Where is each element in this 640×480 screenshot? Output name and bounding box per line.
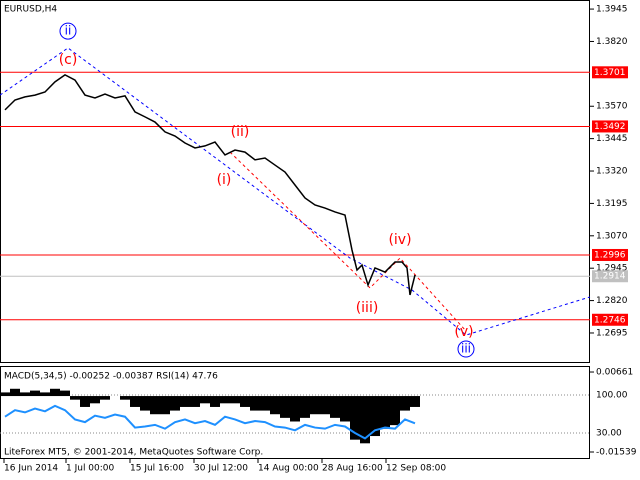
y-tick-label: 1.3445 — [596, 134, 628, 144]
macd-bar — [280, 396, 290, 418]
macd-bar — [320, 396, 330, 415]
macd-bar — [230, 396, 240, 404]
wave-label: (ii) — [231, 124, 250, 140]
x-tick-label: 12 Sep 08:00 — [386, 464, 446, 474]
macd-bar — [80, 396, 90, 407]
wave-label: (iv) — [388, 232, 411, 248]
y-tick-label: 1.2820 — [596, 296, 628, 306]
y-tick-label: 1.3070 — [596, 231, 628, 241]
level-label: 1.2746 — [594, 315, 626, 325]
indicator-frame — [0, 366, 590, 459]
macd-bar — [180, 396, 190, 407]
y-tick-label: 1.3820 — [596, 37, 628, 47]
wave-line — [0, 47, 591, 336]
level-label: 1.2914 — [594, 272, 626, 282]
level-tag — [592, 120, 628, 133]
macd-bar — [330, 396, 340, 418]
macd-bar — [310, 396, 320, 415]
macd-bar — [60, 390, 70, 397]
y-tick-label: 1.2695 — [596, 328, 628, 338]
macd-bar — [130, 396, 140, 407]
macd-bar — [200, 396, 210, 404]
wave-label: iii — [461, 342, 471, 356]
macd-bar — [10, 388, 20, 397]
y-tick-label: 1.3320 — [596, 167, 628, 177]
x-tick-label: 16 Jun 2014 — [4, 464, 58, 474]
macd-bar — [340, 396, 350, 422]
macd-bar — [50, 388, 60, 397]
macd-bar — [350, 396, 360, 440]
wave-circle — [457, 340, 475, 358]
macd-bar — [170, 396, 180, 411]
macd-bar — [360, 396, 370, 444]
macd-bar — [370, 396, 380, 437]
rsi-line — [4, 404, 416, 440]
y-tick-label: 1.3570 — [596, 102, 628, 112]
macd-bar — [100, 396, 110, 400]
x-tick-label: 28 Aug 16:00 — [322, 464, 383, 474]
copyright: LiteForex MT5, © 2001-2014, MetaQuotes S… — [4, 448, 263, 458]
macd-bar — [390, 396, 400, 426]
level-tag — [592, 270, 628, 283]
macd-bar — [250, 396, 260, 411]
macd-bar — [30, 390, 40, 397]
macd-bar — [400, 396, 410, 411]
level-tag — [592, 66, 628, 79]
main-frame — [0, 0, 590, 363]
level-tag — [592, 248, 628, 261]
macd-bar — [90, 396, 100, 404]
x-tick-label: 30 Jul 12:00 — [194, 464, 248, 474]
wave-label: ii — [65, 24, 72, 38]
macd-bar — [70, 396, 80, 400]
symbol-title: EURUSD,H4 — [4, 5, 57, 15]
macd-bar — [210, 396, 220, 407]
macd-bar — [40, 392, 50, 397]
y-tick-label: 100.00 — [596, 391, 628, 401]
y-tick-label: 1.3945 — [596, 5, 628, 15]
indicator-title: MACD(5,34,5) -0.00252 -0.00387 RSI(14) 4… — [4, 372, 218, 382]
macd-bar — [160, 396, 170, 415]
macd-bar — [0, 392, 10, 397]
level-tag — [592, 313, 628, 326]
x-tick-label: 1 Jul 00:00 — [66, 464, 115, 474]
y2-tick-label: -0.01539 — [596, 448, 637, 458]
macd-bar — [150, 396, 160, 415]
x-tick-label: 14 Aug 00:00 — [258, 464, 319, 474]
macd-bar — [260, 396, 270, 411]
wave-label: (i) — [217, 172, 232, 188]
level-label: 1.3492 — [594, 122, 626, 132]
macd-bar — [270, 396, 280, 415]
macd-bar — [380, 396, 390, 429]
wave-line — [229, 151, 466, 331]
wave-label: (v) — [454, 324, 473, 340]
y-tick-label: 30.00 — [596, 429, 622, 439]
macd-bar — [120, 396, 130, 400]
y-tick-label: 1.3195 — [596, 199, 628, 209]
macd-bar — [220, 396, 230, 404]
x-tick-label: 15 Jul 16:00 — [130, 464, 184, 474]
macd-bar — [410, 396, 420, 407]
macd-bar — [190, 396, 200, 407]
macd-bar — [20, 392, 30, 397]
price-line — [4, 74, 416, 296]
wave-label: (c) — [59, 52, 78, 68]
macd-bar — [140, 396, 150, 411]
level-label: 1.3701 — [594, 68, 626, 78]
macd-bar — [300, 396, 310, 418]
macd-bar — [290, 396, 300, 422]
wave-circle — [59, 22, 77, 40]
wave-label: (iii) — [356, 300, 379, 316]
y2-tick-label: 0.00661 — [596, 368, 633, 378]
macd-bar — [240, 396, 250, 407]
y-tick-label: 1.2945 — [596, 264, 628, 274]
level-label: 1.2996 — [594, 250, 626, 260]
